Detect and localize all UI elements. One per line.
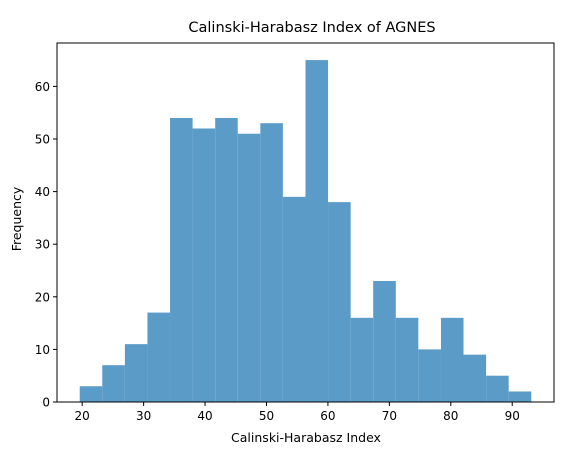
y-tick-label: 40: [35, 185, 50, 199]
chart-title: Calinski-Harabasz Index of AGNES: [188, 20, 435, 36]
x-axis-label: Calinski-Harabasz Index: [231, 430, 381, 445]
histogram-bar: [124, 344, 148, 402]
x-tick-label: 20: [75, 409, 90, 423]
histogram-bar: [170, 117, 193, 402]
histogram-bar: [215, 117, 238, 402]
y-tick-label: 10: [35, 343, 50, 357]
x-tick-label: 80: [443, 409, 458, 423]
plot-frame: [56, 42, 555, 403]
histogram-bar: [237, 133, 261, 402]
x-tick-label: 50: [259, 409, 274, 423]
histogram-bar: [79, 386, 103, 402]
y-tick-label: 20: [35, 290, 50, 304]
y-tick-label: 50: [35, 132, 50, 146]
y-tick-label: 30: [35, 238, 50, 252]
histogram-bar: [282, 196, 306, 402]
y-axis-ticks: 0 10 20 30 40 50 60: [35, 80, 57, 410]
x-axis-ticks: 20 30 40 50 60 70 80 90: [75, 402, 520, 423]
histogram-bar: [373, 281, 396, 402]
histogram-bar: [305, 60, 329, 402]
x-tick-label: 90: [505, 409, 520, 423]
y-axis-label: Frequency: [9, 186, 24, 251]
y-tick-label: 60: [35, 80, 50, 94]
histogram-bar: [192, 128, 216, 402]
histogram-bar: [395, 317, 419, 402]
bars-group: [79, 60, 532, 402]
x-tick-label: 30: [136, 409, 151, 423]
histogram-bar: [440, 317, 464, 402]
histogram-bar: [260, 123, 283, 402]
y-tick-label: 0: [42, 396, 50, 410]
histogram-bar: [328, 202, 351, 402]
histogram-bar: [147, 312, 171, 402]
histogram-bar: [508, 391, 532, 402]
histogram-bar: [102, 365, 125, 402]
x-tick-label: 40: [197, 409, 212, 423]
x-tick-label: 70: [382, 409, 397, 423]
histogram-bar: [350, 317, 374, 402]
histogram-bar: [418, 349, 441, 402]
histogram-bar: [463, 354, 487, 402]
histogram-bar: [486, 375, 509, 402]
x-tick-label: 60: [320, 409, 335, 423]
